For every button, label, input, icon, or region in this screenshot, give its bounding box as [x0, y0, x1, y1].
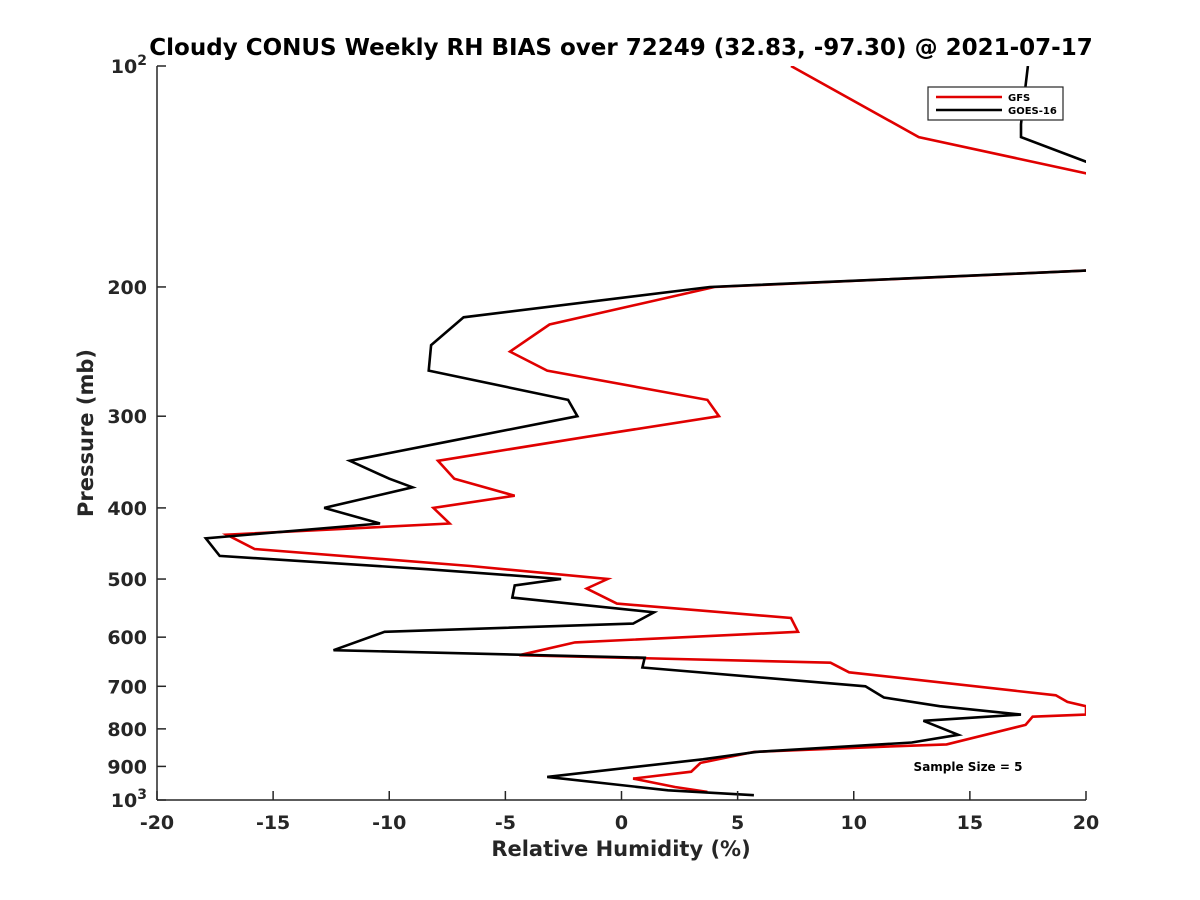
y-tick-label: 103 — [111, 787, 147, 812]
chart-title: Cloudy CONUS Weekly RH BIAS over 72249 (… — [149, 35, 1092, 61]
y-tick-label: 102 — [111, 53, 147, 78]
y-axis-ticks: 102 200 300 400 500 600 700 800 900 103 — [107, 53, 166, 812]
y-tick-label: 900 — [107, 756, 147, 778]
x-axis-label: Relative Humidity (%) — [491, 837, 750, 861]
y-tick-label: 400 — [107, 498, 147, 520]
series-line-goes-16 — [203, 66, 1086, 797]
y-tick-label: 800 — [107, 719, 147, 741]
x-tick-label: 15 — [957, 812, 983, 834]
sample-size-annotation: Sample Size = 5 — [914, 760, 1023, 774]
y-tick-label: 500 — [107, 569, 147, 591]
legend-label-gfs: GFS — [1008, 93, 1030, 104]
y-tick-label: 700 — [107, 676, 147, 698]
y-axis-label: Pressure (mb) — [74, 349, 98, 517]
legend: GFS GOES-16 — [927, 86, 1064, 121]
x-tick-label: 0 — [615, 812, 628, 834]
legend-label-goes-16: GOES-16 — [1008, 106, 1057, 117]
y-tick-label: 300 — [107, 406, 147, 428]
y-tick-label: 200 — [107, 277, 147, 299]
x-axis-ticks: -20 -15 -10 -5 0 5 10 15 20 — [140, 791, 1099, 834]
x-tick-label: -10 — [372, 812, 406, 834]
x-tick-label: 20 — [1073, 812, 1099, 834]
legend-box — [927, 86, 1064, 121]
x-tick-label: 5 — [731, 812, 744, 834]
x-tick-label: -15 — [256, 812, 290, 834]
y-tick-label: 600 — [107, 627, 147, 649]
x-tick-label: -5 — [495, 812, 516, 834]
x-tick-label: -20 — [140, 812, 174, 834]
series-layer — [203, 66, 1086, 797]
series-line-gfs — [221, 66, 1086, 794]
x-tick-label: 10 — [841, 812, 867, 834]
